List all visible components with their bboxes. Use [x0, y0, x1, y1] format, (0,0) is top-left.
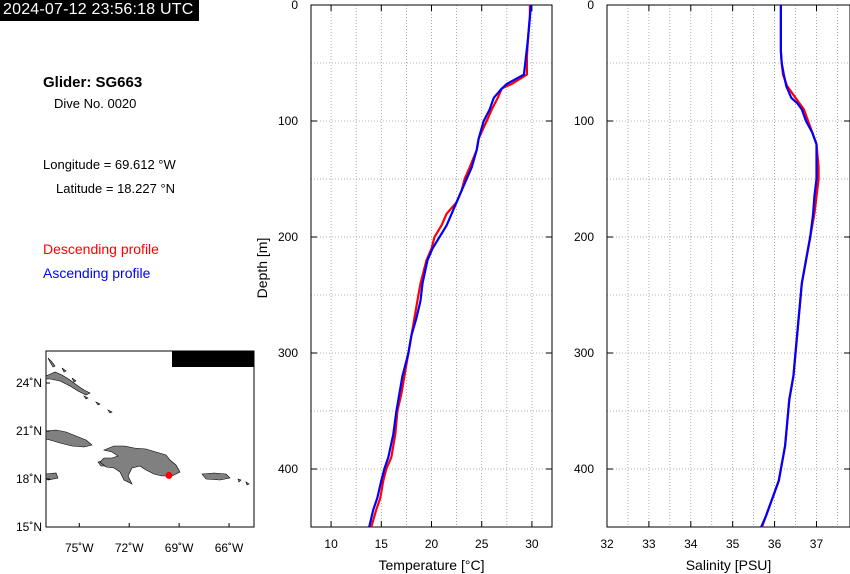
profile-panel-0: 0 100 200 300 400 10 15 20 25 30 Temperature [°C] D…: [254, 0, 553, 573]
ascending-profile-line: [760, 5, 818, 528]
dive-number: Dive No. 0020: [54, 96, 137, 111]
map-land: [45, 357, 250, 486]
profile-panel-1: 0 100 200 300 400 32 33 34 35 36 37 Salinity [PSU]: [574, 0, 850, 573]
map-lat-label: 24˚N: [16, 376, 42, 390]
x-axis-label: Salinity [PSU]: [686, 557, 772, 573]
x-tick-label: 34: [684, 537, 698, 551]
glider-name: Glider: SG663: [43, 74, 143, 91]
map-lon-labels: 75˚W 72˚W 69˚W 66˚W: [65, 523, 244, 555]
bahamas-land: [47, 357, 56, 368]
map-lat-label: 21˚N: [16, 424, 42, 438]
virgin-islet: [245, 481, 250, 486]
cuba-east-land: [45, 429, 93, 448]
x-tick-label: 35: [726, 537, 740, 551]
y-tick-label: 400: [574, 462, 594, 476]
y-tick-label: 0: [291, 0, 298, 12]
turks-islet: [107, 409, 113, 414]
x-tick-label: 10: [324, 537, 338, 551]
bahamas-islet: [83, 395, 89, 400]
y-tick-label: 200: [574, 230, 594, 244]
x-tick-label: 20: [425, 537, 439, 551]
bahamas-islet: [61, 367, 67, 373]
map-lon-label: 69˚W: [165, 541, 194, 555]
glider-position-marker: [165, 471, 173, 479]
map-lat-label: 15˚N: [16, 520, 42, 534]
map-lon-label: 66˚W: [215, 541, 244, 555]
plot-frame: [606, 4, 850, 528]
hispaniola-land: [99, 445, 181, 485]
x-tick-label: 37: [810, 537, 824, 551]
y-tick-label: 0: [587, 0, 594, 12]
turks-islet: [95, 401, 101, 406]
map-lon-label: 75˚W: [65, 541, 94, 555]
cuba-land: [45, 371, 91, 396]
x-tick-label: 36: [768, 537, 782, 551]
virgin-islet: [237, 478, 242, 483]
x-tick-label: 32: [600, 537, 614, 551]
map-credit: NOAA/AOML: [172, 351, 254, 367]
descending-profile-line: [370, 5, 532, 528]
x-tick-label: 25: [475, 537, 489, 551]
map-credit-text: NOAA/AOML: [177, 353, 249, 367]
timestamp-label: 2024-07-12 23:56:18 UTC: [0, 0, 199, 21]
cayman-land: [45, 472, 59, 481]
latitude-readout: Latitude = 18.227 °N: [56, 181, 176, 196]
ascending-profile-line: [368, 4, 532, 528]
map-lon-label: 72˚W: [115, 541, 144, 555]
x-tick-label: 15: [375, 537, 389, 551]
map-lat-label: 18˚N: [16, 472, 42, 486]
x-axis-label: Temperature [°C]: [379, 557, 485, 573]
y-tick-label: 400: [278, 462, 298, 476]
puerto-rico-land: [201, 472, 231, 481]
y-tick-label: 100: [574, 114, 594, 128]
legend-ascending: Ascending profile: [43, 265, 151, 281]
y-tick-label: 200: [278, 230, 298, 244]
y-tick-label: 300: [574, 346, 594, 360]
legend-descending: Descending profile: [43, 241, 159, 257]
y-axis-label: Depth [m]: [254, 238, 270, 299]
x-tick-label: 30: [525, 537, 539, 551]
bahamas-islet: [71, 377, 77, 383]
y-tick-label: 300: [278, 346, 298, 360]
y-tick-label: 100: [278, 114, 298, 128]
x-tick-label: 33: [642, 537, 656, 551]
longitude-readout: Longitude = 69.612 °W: [43, 157, 176, 172]
grid-lines: [311, 5, 552, 527]
grid-lines: [606, 5, 850, 527]
map-lat-labels: 24˚N 21˚N 18˚N 15˚N: [16, 376, 50, 534]
